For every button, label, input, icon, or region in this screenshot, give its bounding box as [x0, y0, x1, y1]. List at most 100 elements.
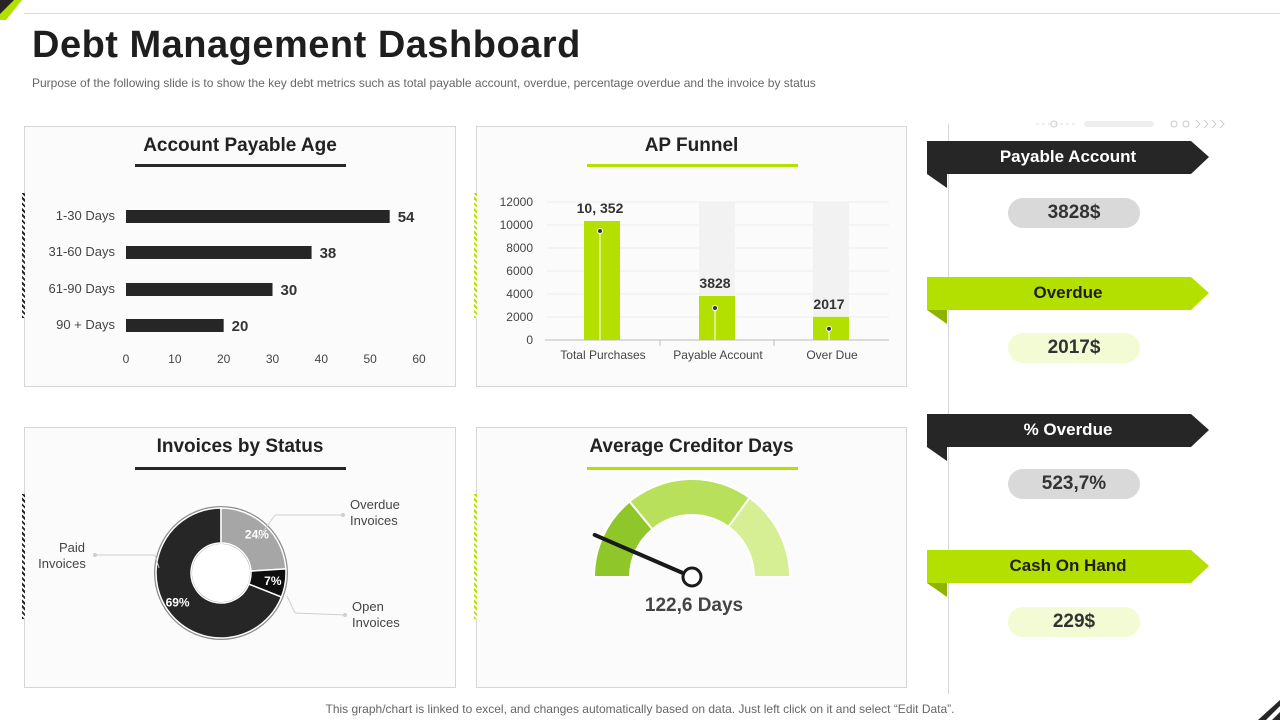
- invoices-donut-chart[interactable]: 69% 24% 7% Paid Invoices Overdue Invoices …: [25, 428, 455, 687]
- decorative-dots: [1036, 119, 1225, 129]
- slice-label: 24%: [245, 528, 269, 542]
- panel-edge-accent: [474, 494, 477, 619]
- x-tick-label: 60: [412, 352, 426, 366]
- bar-marker-dot: [826, 325, 832, 332]
- kpi-value-percent-overdue: 523,7%: [1008, 469, 1140, 499]
- bar: [699, 295, 735, 340]
- x-category-label: Over Due: [806, 348, 858, 362]
- bar: [126, 210, 390, 223]
- x-tick-label: 20: [217, 352, 231, 366]
- page-title: Debt Management Dashboard: [32, 24, 581, 66]
- kpi-value-cash-on-hand: 229$: [1008, 607, 1140, 637]
- legend-paid-line2: Invoices: [38, 556, 86, 571]
- kpi-label: Payable Account: [999, 147, 1137, 166]
- x-tick-label: 0: [123, 352, 130, 366]
- y-category-label: 61-90 Days: [49, 281, 116, 296]
- gauge-segment: [727, 496, 792, 578]
- data-label: 20: [232, 318, 249, 335]
- leader-line-open: [294, 612, 346, 616]
- banner-shape: [927, 141, 1209, 188]
- x-category-label: Total Purchases: [560, 348, 645, 362]
- donut-slice: [155, 507, 283, 639]
- leader-line-open: [286, 595, 296, 614]
- page-subtitle: Purpose of the following slide is to sho…: [32, 76, 816, 90]
- y-tick-label: 0: [526, 333, 533, 347]
- leader-dot: [93, 553, 97, 557]
- donut-hole: [192, 544, 250, 602]
- bar-marker-dot: [712, 304, 718, 311]
- leader-line-paid: [154, 554, 160, 569]
- panel-invoices: Invoices by Status 69% 24% 7% Paid Invoice…: [24, 427, 456, 688]
- panel-edge-accent: [22, 494, 25, 619]
- data-label: 10, 352: [577, 200, 624, 216]
- leader-dot: [343, 613, 347, 617]
- legend-paid-line1: Paid: [59, 540, 85, 555]
- bar: [584, 220, 620, 340]
- gauge-needle: [592, 532, 694, 579]
- panel-ap-funnel: AP Funnel 0 2000 4000 6000 8000 10000 12000 10,…: [476, 126, 907, 387]
- kpi-banner-payable-account: Payable Account: [927, 141, 1209, 188]
- data-label: 38: [320, 245, 337, 262]
- panel-edge-accent: [22, 193, 25, 318]
- donut-slice: [247, 568, 287, 598]
- corner-accent: [1258, 700, 1280, 720]
- panel-title: AP Funnel: [644, 135, 739, 156]
- bar: [126, 319, 224, 332]
- data-label: 30: [281, 282, 298, 299]
- leader-line-overdue: [257, 514, 276, 540]
- data-label: 3828: [699, 275, 730, 291]
- bar: [126, 246, 312, 259]
- creditor-gauge[interactable]: 122,6 Days: [477, 428, 906, 687]
- x-category-label: Payable Account: [673, 348, 763, 362]
- kpi-value-payable-account: 3828$: [1008, 198, 1140, 228]
- data-label: 2017: [813, 296, 844, 312]
- title-underline: [135, 467, 346, 470]
- donut-slice: [220, 507, 287, 572]
- kpi-label: % Overdue: [1023, 420, 1113, 439]
- y-tick-label: 10000: [500, 218, 534, 232]
- panel-edge-accent: [474, 193, 477, 318]
- x-tick-label: 10: [168, 352, 182, 366]
- y-category-label: 1-30 Days: [56, 208, 116, 223]
- kpi-banner-percent-overdue: % Overdue: [927, 414, 1209, 461]
- x-tick-label: 40: [315, 352, 329, 366]
- header-divider: [24, 13, 1280, 14]
- title-underline: [587, 164, 798, 167]
- banner-shape: [927, 414, 1209, 461]
- kpi-label: Overdue: [1033, 283, 1103, 302]
- title-underline: [587, 467, 798, 470]
- corner-accent: [0, 0, 22, 20]
- y-category-label: 31-60 Days: [49, 244, 116, 259]
- y-category-label: 90 + Days: [56, 317, 115, 332]
- ap-funnel-chart[interactable]: 0 2000 4000 6000 8000 10000 12000 10, 352 Total …: [477, 127, 906, 386]
- legend-overdue-line1: Overdue: [350, 497, 400, 512]
- gauge-hub: [681, 566, 703, 588]
- kpi-column-divider: [948, 124, 949, 694]
- bar-marker-dot: [597, 228, 603, 234]
- slice-label: 7%: [264, 574, 282, 588]
- title-underline: [135, 164, 346, 167]
- ap-age-chart[interactable]: 0 10 20 30 40 50 60 1-30 Days 54 31-60 Days 38 61-9…: [25, 127, 455, 386]
- legend-overdue-line2: Invoices: [350, 513, 398, 528]
- banner-shape: [927, 277, 1209, 324]
- y-tick-label: 4000: [506, 287, 533, 301]
- panel-creditor-days: Average Creditor Days 122,6 Days: [476, 427, 907, 688]
- footer-note: This graph/chart is linked to excel, and…: [325, 702, 955, 716]
- y-tick-label: 8000: [506, 241, 533, 255]
- x-tick-label: 50: [363, 352, 377, 366]
- legend-open-line2: Invoices: [352, 615, 400, 630]
- y-tick-label: 6000: [506, 264, 533, 278]
- kpi-banner-cash-on-hand: Cash On Hand: [927, 550, 1209, 597]
- leader-dot: [341, 513, 345, 517]
- legend-open-line1: Open: [352, 599, 384, 614]
- kpi-banner-overdue: Overdue: [927, 277, 1209, 324]
- panel-title: Invoices by Status: [156, 436, 324, 457]
- bar: [126, 283, 273, 296]
- x-tick-label: 30: [266, 352, 280, 366]
- panel-title: Average Creditor Days: [589, 436, 794, 457]
- panel-title: Account Payable Age: [143, 135, 337, 156]
- y-tick-label: 12000: [500, 195, 534, 209]
- kpi-label: Cash On Hand: [1009, 556, 1127, 575]
- panel-ap-age: Account Payable Age 0 10 20 30 40 50 60 1-30 Da…: [24, 126, 456, 387]
- data-label: 54: [398, 209, 415, 226]
